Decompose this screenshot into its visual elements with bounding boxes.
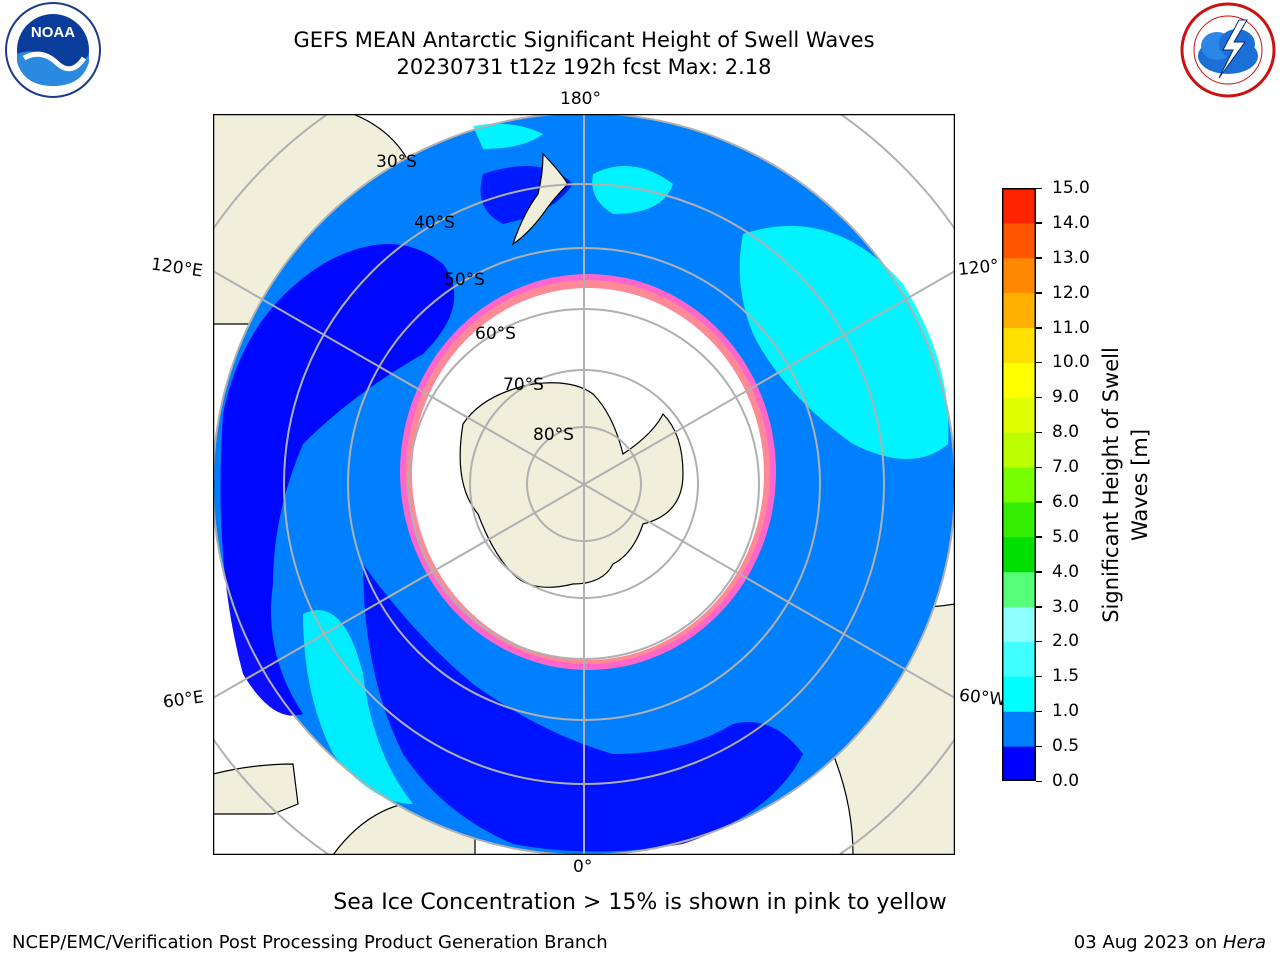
colorbar-tick-label: 9.0 xyxy=(1052,387,1080,408)
colorbar-band xyxy=(1002,222,1036,259)
colorbar-tick-mark xyxy=(1036,257,1042,259)
colorbar-tick-label: 0.5 xyxy=(1052,736,1080,757)
colorbar-tick-label: 1.5 xyxy=(1052,666,1080,687)
lon-label-120w: 120° xyxy=(957,255,1000,281)
lat-label-60s: 60°S xyxy=(475,324,516,344)
colorbar-tick-mark xyxy=(1036,327,1042,329)
colorbar-tick-label: 14.0 xyxy=(1052,212,1090,233)
colorbar xyxy=(1002,188,1036,781)
colorbar-tick-mark xyxy=(1036,431,1042,434)
antarctica-land xyxy=(459,382,684,588)
madagascar-land xyxy=(213,763,299,815)
colorbar-tick-label: 13.0 xyxy=(1052,247,1090,268)
colorbar-ticks: 15.0 14.0 13.0 12.0 11.0 10.0 9.0 8.0 7.0 6.0 5.0 4… xyxy=(1036,0,1104,960)
colorbar-tick-mark xyxy=(1036,745,1042,748)
colorbar-tick-label: 6.0 xyxy=(1052,491,1080,512)
lon-label-60e: 60°E xyxy=(161,687,206,713)
colorbar-tick-mark xyxy=(1036,536,1042,538)
colorbar-tick-mark xyxy=(1036,222,1042,224)
colorbar-tick-label: 15.0 xyxy=(1052,178,1090,198)
colorbar-band xyxy=(1002,641,1036,677)
colorbar-tick-mark xyxy=(1036,780,1042,782)
colorbar-label: Significant Height of Swell Waves [m] xyxy=(1099,347,1152,623)
colorbar-tick-label: 0.0 xyxy=(1052,771,1080,791)
sea-ice-note: Sea Ice Concentration > 15% is shown in … xyxy=(333,890,947,915)
footer-credit: NCEP/EMC/Verification Post Processing Pr… xyxy=(12,932,608,953)
lon-label-180: 180° xyxy=(560,89,601,109)
colorbar-tick-mark xyxy=(1036,187,1042,189)
colorbar-tick-label: 10.0 xyxy=(1052,352,1090,373)
lat-label-50s: 50°S xyxy=(444,270,485,290)
colorbar-band xyxy=(1002,432,1036,468)
colorbar-tick-label: 7.0 xyxy=(1052,457,1080,478)
colorbar-tick-mark xyxy=(1036,361,1042,364)
colorbar-tick-label: 8.0 xyxy=(1052,422,1080,443)
colorbar-tick-label: 3.0 xyxy=(1052,596,1080,617)
colorbar-tick-mark xyxy=(1036,675,1042,678)
colorbar-tick-mark xyxy=(1036,396,1042,399)
graticule xyxy=(213,114,955,855)
lat-label-80s: 80°S xyxy=(533,425,574,445)
colorbar-tick-label: 4.0 xyxy=(1052,561,1080,582)
lat-label-30s: 30°S xyxy=(376,152,417,172)
colorbar-band xyxy=(1002,327,1036,363)
colorbar-tick-mark xyxy=(1036,571,1042,573)
colorbar-tick-mark xyxy=(1036,710,1042,713)
noaa-logo: NOAA xyxy=(5,2,101,98)
colorbar-band xyxy=(1002,676,1036,712)
colorbar-band xyxy=(1002,711,1036,747)
lon-label-0: 0° xyxy=(573,857,593,877)
svg-text:NOAA: NOAA xyxy=(31,24,75,41)
footer-date: 03 Aug 2023 on Hera xyxy=(1073,932,1266,953)
colorbar-tick-label: 5.0 xyxy=(1052,526,1080,547)
colorbar-tick-label: 2.0 xyxy=(1052,631,1080,652)
colorbar-tick-mark xyxy=(1036,501,1042,503)
colorbar-tick-label: 11.0 xyxy=(1052,317,1090,338)
colorbar-band xyxy=(1002,257,1036,294)
colorbar-tick-label: 12.0 xyxy=(1052,282,1090,303)
lon-label-120e: 120°E xyxy=(149,254,204,282)
colorbar-tick-mark xyxy=(1036,292,1042,294)
map-title: GEFS MEAN Antarctic Significant Height o… xyxy=(293,28,875,52)
antarctic-map xyxy=(213,114,955,855)
new-zealand-land xyxy=(511,152,569,246)
colorbar-band xyxy=(1002,397,1036,433)
colorbar-tick-label: 1.0 xyxy=(1052,701,1080,722)
colorbar-band xyxy=(1002,746,1036,781)
colorbar-band xyxy=(1002,501,1036,538)
colorbar-band xyxy=(1002,467,1036,503)
colorbar-tick-mark xyxy=(1036,466,1042,469)
lon-label-60w: 60°W xyxy=(958,685,1007,711)
colorbar-band xyxy=(1002,292,1036,329)
colorbar-tick-mark xyxy=(1036,606,1042,608)
colorbar-band xyxy=(1002,188,1036,224)
colorbar-band xyxy=(1002,606,1036,642)
colorbar-band xyxy=(1002,571,1036,608)
nws-logo xyxy=(1180,2,1276,98)
lat-label-40s: 40°S xyxy=(414,213,455,233)
map-subtitle: 20230731 t12z 192h fcst Max: 2.18 xyxy=(396,55,772,79)
lat-label-70s: 70°S xyxy=(503,375,544,395)
colorbar-band xyxy=(1002,536,1036,573)
colorbar-tick-mark xyxy=(1036,640,1042,643)
colorbar-band xyxy=(1002,362,1036,398)
